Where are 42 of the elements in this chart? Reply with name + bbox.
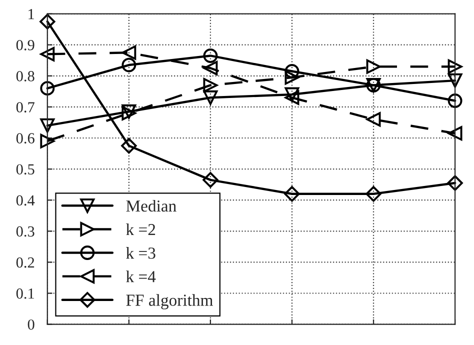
- y-tick-label: 0.3: [16, 226, 34, 237]
- point: [284, 87, 300, 102]
- point: [203, 78, 218, 92]
- point: [448, 126, 462, 141]
- point: [40, 46, 55, 62]
- legend-label: k =4: [126, 270, 156, 282]
- point: [40, 134, 55, 148]
- y-tick-label: 0.9: [16, 40, 34, 50]
- point: [202, 172, 218, 188]
- y-tick-label: 0.4: [16, 195, 35, 206]
- point: [122, 45, 136, 60]
- point: [284, 186, 300, 202]
- point: [448, 73, 462, 88]
- point: [203, 60, 218, 76]
- legend-label: k =2: [126, 223, 156, 236]
- point: [366, 59, 381, 74]
- y-tick-label: 0.2: [16, 257, 34, 268]
- point: [366, 186, 382, 202]
- y-tick-label: 0.7: [16, 102, 34, 112]
- point: [448, 59, 462, 74]
- point: [122, 58, 136, 72]
- point: [203, 90, 218, 105]
- point: [366, 112, 381, 127]
- legend-label: k =3: [126, 247, 156, 259]
- y-tick-label: 1: [28, 9, 34, 20]
- y-tick-label: 0.8: [16, 71, 34, 82]
- point: [284, 70, 300, 85]
- point: [284, 90, 300, 105]
- y-tick-label: 0.5: [16, 164, 34, 175]
- legend-label: FF algorithm: [126, 294, 213, 310]
- point: [40, 118, 55, 133]
- point: [121, 138, 137, 154]
- point: [40, 14, 56, 30]
- point: [203, 48, 218, 63]
- point: [40, 81, 55, 96]
- point: [447, 175, 463, 191]
- y-tick-label: 0: [28, 319, 34, 330]
- point: [448, 94, 462, 108]
- y-tick-label: 0.1: [16, 288, 34, 299]
- y-tick-label: 0.6: [16, 133, 34, 144]
- legend-label: Median: [126, 200, 176, 212]
- point: [284, 64, 300, 78]
